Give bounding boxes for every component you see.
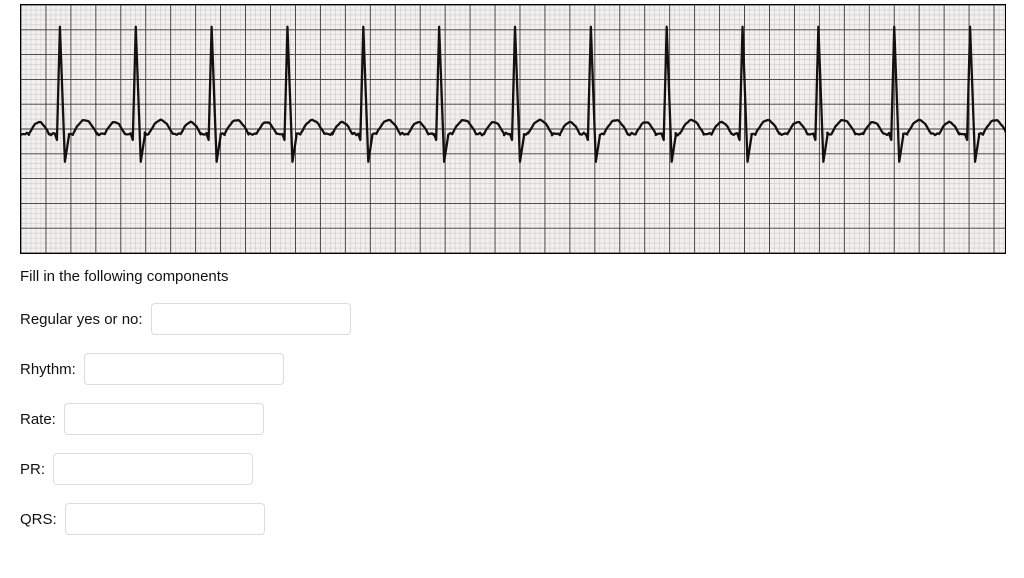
field-row-rhythm: Rhythm: [20,353,1004,385]
input-rate[interactable] [64,403,264,435]
form-area: Fill in the following components Regular… [0,268,1024,535]
label-rhythm: Rhythm: [20,361,76,378]
ecg-strip [20,4,1006,254]
label-rate: Rate: [20,411,56,428]
input-pr[interactable] [53,453,253,485]
input-rhythm[interactable] [84,353,284,385]
field-row-regular: Regular yes or no: [20,303,1004,335]
field-row-rate: Rate: [20,403,1004,435]
form-prompt: Fill in the following components [20,268,1004,285]
label-qrs: QRS: [20,511,57,528]
field-row-qrs: QRS: [20,503,1004,535]
label-regular: Regular yes or no: [20,311,143,328]
ecg-svg [21,5,1005,253]
input-regular[interactable] [151,303,351,335]
field-row-pr: PR: [20,453,1004,485]
label-pr: PR: [20,461,45,478]
input-qrs[interactable] [65,503,265,535]
